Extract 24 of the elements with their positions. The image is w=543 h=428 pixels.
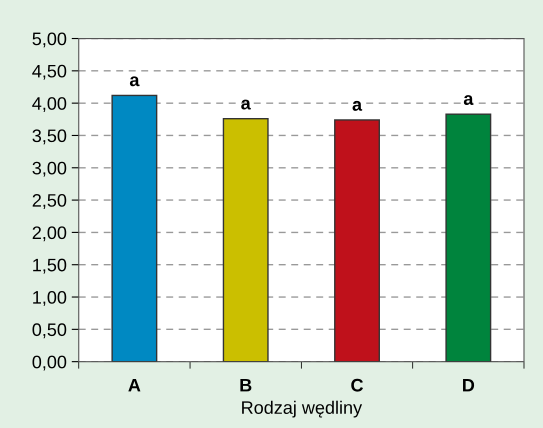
annotation: a — [130, 76, 140, 86]
y-tick-label: 0,50 — [32, 323, 66, 338]
bar — [222, 118, 269, 362]
y-tick-label: 3,50 — [32, 129, 66, 144]
annotation: a — [352, 100, 362, 111]
annotation: a — [241, 100, 251, 110]
x-tick-label: A — [128, 378, 140, 392]
y-tick-label: 1,00 — [33, 290, 66, 306]
y-tick-label: 2,00 — [32, 226, 66, 242]
y-tick-label: 5,00 — [32, 32, 66, 48]
bar — [334, 119, 380, 362]
y-tick-label: 1,50 — [33, 258, 66, 274]
annotation: a — [464, 95, 474, 106]
x-axis-title: Rodzaj wędliny — [242, 400, 362, 418]
y-tick-label: 3,00 — [32, 162, 66, 177]
y-tick-label: 2,50 — [32, 194, 66, 209]
x-tick-label: D — [463, 378, 474, 392]
x-tick-label: C — [351, 378, 364, 392]
y-tick-label: 4,00 — [32, 97, 66, 112]
y-tick-label: 0,00 — [32, 356, 66, 371]
y-tick-label: 4,50 — [32, 64, 66, 80]
bar — [111, 94, 158, 362]
bar — [445, 113, 492, 362]
x-tick-label: B — [240, 378, 252, 392]
